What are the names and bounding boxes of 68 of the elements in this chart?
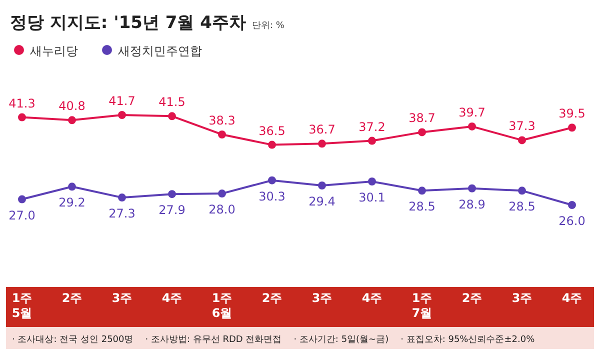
data-label: 30.1 xyxy=(358,190,386,204)
point xyxy=(318,182,326,190)
point xyxy=(218,130,226,138)
point xyxy=(418,128,426,136)
chart-subtitle: 단위: % xyxy=(252,21,285,31)
x-tick-label: 4주 xyxy=(362,291,382,305)
chart-title: 정당 지지도: '15년 7월 4주차 xyxy=(10,13,246,33)
data-label: 41.3 xyxy=(8,96,36,110)
data-label: 29.4 xyxy=(308,194,336,209)
x-tick-label: 4주 xyxy=(162,291,182,305)
data-label: 37.2 xyxy=(358,120,386,134)
data-label: 27.9 xyxy=(158,203,186,218)
point xyxy=(268,140,276,149)
x-tick-label: 4주 xyxy=(562,291,582,305)
data-label: 26.0 xyxy=(558,214,586,228)
x-tick-label: 2주 xyxy=(262,291,282,305)
data-label: 27.3 xyxy=(108,206,136,221)
point xyxy=(68,116,76,124)
data-label: 39.5 xyxy=(558,106,586,121)
point xyxy=(368,136,376,145)
point xyxy=(568,201,576,209)
point xyxy=(218,190,226,198)
point xyxy=(318,140,326,148)
point xyxy=(118,111,126,119)
point xyxy=(68,182,76,191)
point xyxy=(518,136,526,144)
data-label: 28.5 xyxy=(408,200,436,214)
legend-label: 새정치민주연합 xyxy=(118,44,202,58)
point xyxy=(168,112,176,120)
text: · 조사대상: 전국 성인 2500명 xyxy=(12,335,134,345)
x-tick-label: 3주 xyxy=(112,291,132,305)
x-tick-label: 3주 xyxy=(512,291,532,305)
data-label: 29.2 xyxy=(58,196,86,210)
point xyxy=(168,190,176,198)
point xyxy=(268,176,276,184)
x-tick-label: 2주 xyxy=(62,291,82,305)
data-label: 30.3 xyxy=(258,189,286,204)
point xyxy=(368,177,376,186)
x-tick-label: 3주 xyxy=(312,291,332,305)
x-tick-label: 1주 5월 xyxy=(12,291,32,320)
point xyxy=(118,194,126,202)
data-label: 41.7 xyxy=(108,94,136,108)
data-label: 36.7 xyxy=(308,122,336,137)
data-label: 38.7 xyxy=(408,111,436,126)
x-tick-label: 2주 xyxy=(462,291,482,305)
data-label: 40.8 xyxy=(58,99,86,114)
point xyxy=(468,122,476,130)
point xyxy=(518,186,526,195)
point xyxy=(468,184,476,192)
point xyxy=(418,186,426,195)
data-label: 28.0 xyxy=(208,202,236,217)
legend-label: 새누리당 xyxy=(30,44,78,58)
text: · 조사방법: 유무선 RDD 전화면접 xyxy=(145,335,282,345)
data-label: 27.0 xyxy=(8,208,36,222)
data-label: 38.3 xyxy=(208,113,236,128)
data-label: 37.3 xyxy=(508,119,536,134)
data-label: 28.9 xyxy=(458,197,486,212)
data-label: 41.5 xyxy=(158,95,186,110)
x-tick-label: 1주 6월 xyxy=(212,291,232,320)
text: · 조사기간: 5일(월~금) xyxy=(294,335,389,345)
text: · 표집오차: 95%신뢰수준±2.0% xyxy=(400,335,536,345)
x-tick-label: 1주 7월 xyxy=(412,291,432,320)
data-label: 36.5 xyxy=(258,124,286,138)
point xyxy=(568,124,576,132)
data-label: 39.7 xyxy=(458,105,486,120)
data-label: 28.5 xyxy=(508,200,536,214)
point xyxy=(18,195,26,204)
point xyxy=(18,113,26,122)
